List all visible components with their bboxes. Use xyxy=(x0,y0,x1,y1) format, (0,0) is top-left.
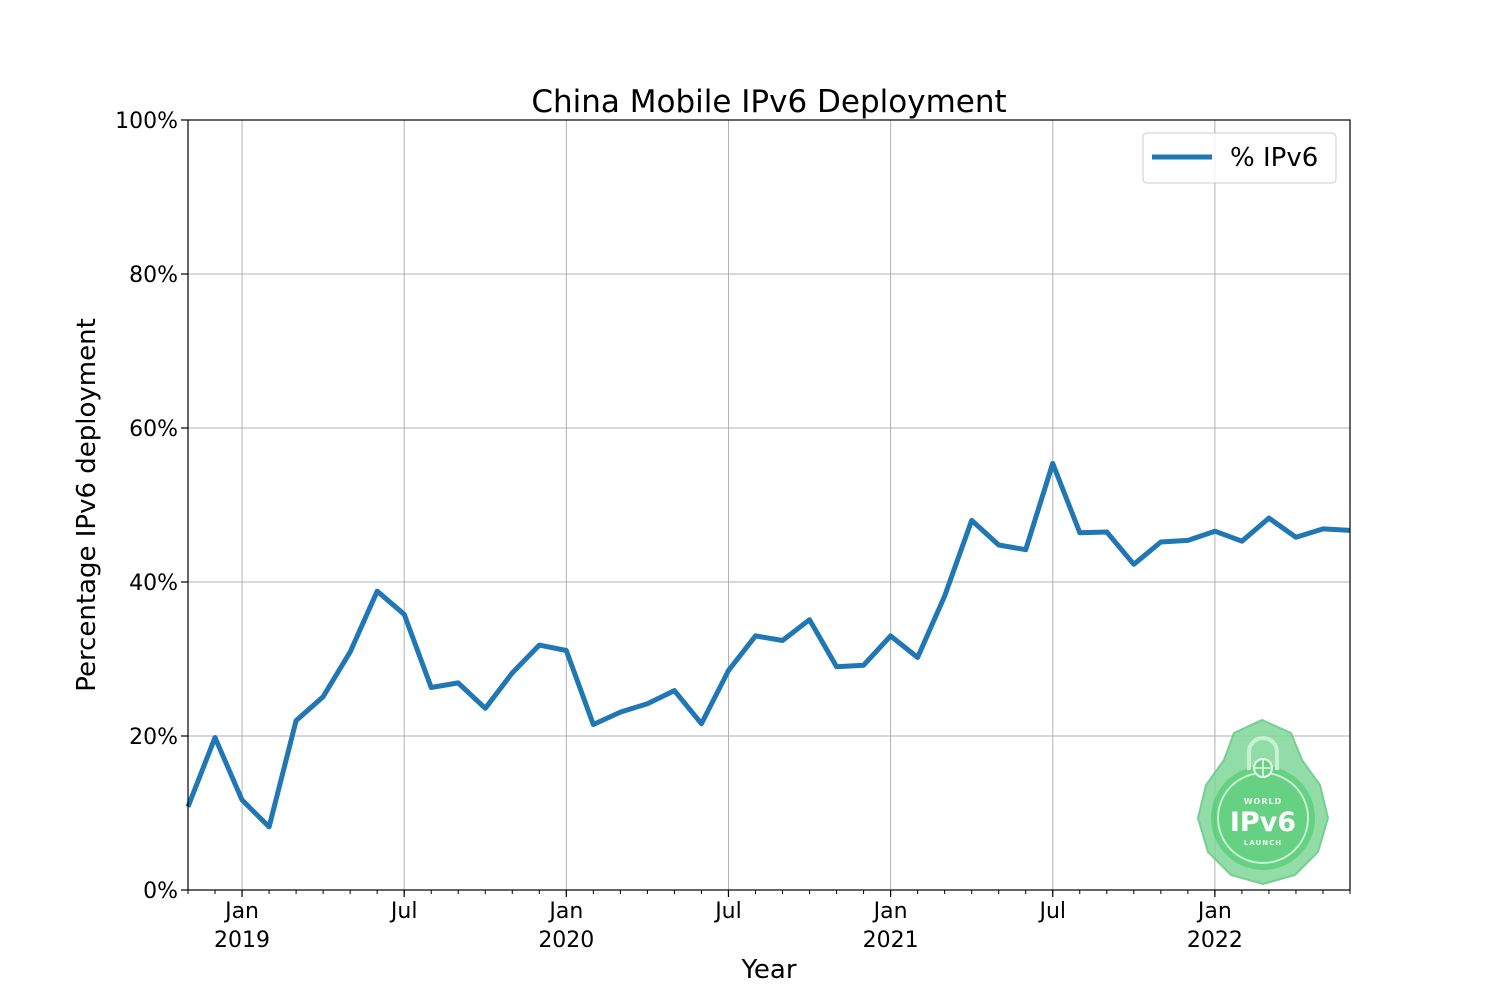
x-tick-label: Jul xyxy=(713,899,742,924)
legend-box xyxy=(1142,132,1337,184)
x-tick-year-label: 2019 xyxy=(214,928,270,953)
logo-bottom-text: LAUNCH xyxy=(1244,839,1282,847)
x-tick-year-label: 2022 xyxy=(1187,928,1243,953)
plot-frame xyxy=(187,119,1351,891)
y-tick-label: 20% xyxy=(129,725,178,750)
logo-inner-circle xyxy=(1211,766,1315,870)
x-tick-label: Jan xyxy=(872,899,908,924)
world-ipv6-launch-logo: WORLD IPv6 LAUNCH xyxy=(1196,718,1330,886)
x-axis-label: Year xyxy=(740,955,796,985)
legend: % IPv6 xyxy=(1142,132,1337,184)
series-group xyxy=(185,460,1351,830)
x-tick-label: Jan xyxy=(223,899,259,924)
x-tick-label: Jul xyxy=(389,899,418,924)
y-tick-label: 0% xyxy=(143,879,178,904)
y-tick-label: 100% xyxy=(115,109,178,134)
legend-label-ipv6: % IPv6 xyxy=(1230,143,1318,173)
logo-top-text: WORLD xyxy=(1244,797,1283,806)
x-tick-year-label: 2021 xyxy=(863,928,919,953)
y-tick-label: 40% xyxy=(129,571,178,596)
logo-shackle xyxy=(1247,736,1279,770)
chart-title: China Mobile IPv6 Deployment xyxy=(531,84,1006,120)
grid-lines xyxy=(188,119,1350,891)
series-line-ipv6 xyxy=(185,460,1351,830)
x-tick-label: Jul xyxy=(1037,899,1066,924)
x-tick-label: Jan xyxy=(547,899,583,924)
y-axis-label: Percentage IPv6 deployment xyxy=(72,318,102,692)
logo-main-text: IPv6 xyxy=(1230,807,1296,838)
x-tick-label: Jan xyxy=(1196,899,1232,924)
x-tick-year-label: 2020 xyxy=(538,928,594,953)
axis-ticks: 0% 20% 40% 60% 80% 100% Jan 2019 Jul Jan 2020 Jul Ja… xyxy=(115,109,1351,953)
y-tick-label: 60% xyxy=(129,417,178,442)
y-tick-label: 80% xyxy=(129,263,178,288)
